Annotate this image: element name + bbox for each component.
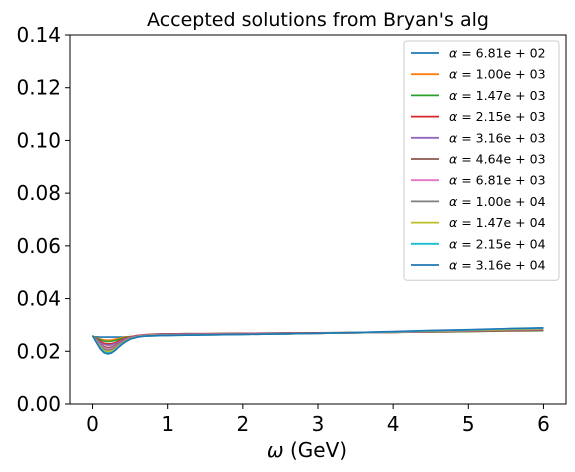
series-layer <box>91 327 544 355</box>
legend: α = 6.81e + 02 α = 1.00e + 03 α = 1.47e + … <box>403 40 560 281</box>
legend-box <box>403 40 560 281</box>
x-axis-label-symbol: ω <box>267 438 284 462</box>
legend-entry: α = 1.47e + 03 <box>449 88 546 103</box>
x-tick-label: 1 <box>161 412 174 436</box>
x-tick-label: 0 <box>86 412 99 436</box>
legend-entry: α = 1.00e + 04 <box>449 194 546 209</box>
x-axis-label: ω (GeV) <box>267 438 347 462</box>
y-tick-label: 0.06 <box>16 234 61 258</box>
y-tick-label: 0.14 <box>16 23 61 47</box>
x-tick-label: 3 <box>312 412 325 436</box>
y-tick-label: 0.04 <box>16 287 61 311</box>
legend-entry: α = 3.16e + 03 <box>449 130 546 145</box>
x-axis: 0 1 2 3 4 5 6 <box>86 404 550 436</box>
legend-entry: α = 6.81e + 03 <box>449 173 546 188</box>
y-axis: 0.00 0.02 0.04 0.06 0.08 0.10 0.12 0.14 <box>16 23 70 416</box>
x-tick-label: 4 <box>387 412 400 436</box>
y-tick-label: 0.12 <box>16 76 61 100</box>
series-line-4 <box>92 329 544 345</box>
chart-title: Accepted solutions from Bryan's alg <box>147 9 489 31</box>
y-tick-label: 0.10 <box>16 128 61 152</box>
legend-entry: α = 6.81e + 02 <box>449 46 546 61</box>
series-line-11 <box>91 327 544 355</box>
legend-entry: α = 4.64e + 03 <box>449 152 546 167</box>
legend-entry: α = 2.15e + 04 <box>449 236 546 251</box>
legend-entry: α = 1.00e + 03 <box>449 67 546 82</box>
legend-entry: α = 3.16e + 04 <box>449 258 546 273</box>
x-tick-label: 6 <box>537 412 550 436</box>
x-tick-label: 2 <box>236 412 249 436</box>
legend-entry: α = 2.15e + 03 <box>449 109 546 124</box>
y-tick-label: 0.02 <box>16 339 61 363</box>
x-tick-label: 5 <box>462 412 475 436</box>
y-tick-label: 0.00 <box>16 392 61 416</box>
legend-entry: α = 1.47e + 04 <box>449 215 546 230</box>
x-axis-label-unit: (GeV) <box>290 438 347 462</box>
y-tick-label: 0.08 <box>16 181 61 205</box>
